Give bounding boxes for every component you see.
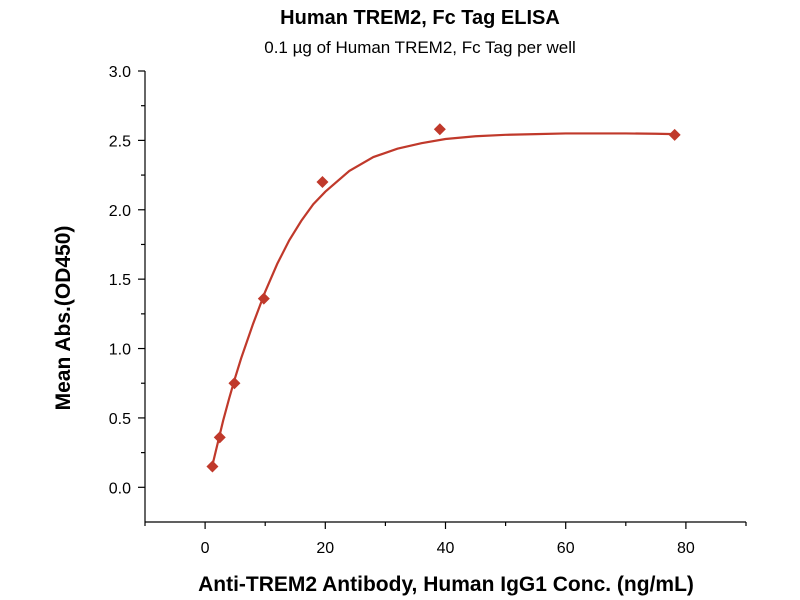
y-tick-label: 0.0 (109, 480, 131, 497)
data-point (668, 128, 681, 141)
x-axis-label: Anti-TREM2 Antibody, Human IgG1 Conc. (n… (198, 573, 694, 596)
x-tick-label: 0 (201, 540, 210, 557)
y-tick-label: 2.0 (109, 203, 131, 220)
data-point (316, 176, 329, 189)
data-point (213, 431, 226, 444)
x-tick-label: 40 (437, 540, 455, 557)
chart-title: Human TREM2, Fc Tag ELISA (280, 7, 560, 29)
y-tick-label: 3.0 (109, 64, 131, 81)
chart-subtitle: 0.1 µg of Human TREM2, Fc Tag per well (264, 38, 576, 57)
y-tick-label: 0.5 (109, 411, 131, 428)
y-axis: 0.0 0.5 1.0 1.5 2.0 2.5 3.0 (109, 64, 146, 522)
y-tick-label: 1.5 (109, 272, 131, 289)
x-tick-label: 80 (677, 540, 695, 557)
y-tick-label: 1.0 (109, 342, 131, 359)
data-point (433, 123, 446, 136)
x-tick-label: 20 (316, 540, 334, 557)
x-tick-label: 60 (557, 540, 575, 557)
data-point (206, 460, 219, 473)
y-tick-label: 2.5 (109, 133, 131, 150)
data-point (228, 377, 241, 390)
fit-curve-line (210, 132, 675, 471)
x-axis: 0 20 40 60 80 (144, 521, 747, 557)
y-axis-label: Mean Abs.(OD450) (52, 226, 75, 411)
data-point (257, 292, 270, 305)
plot-area (206, 123, 681, 473)
